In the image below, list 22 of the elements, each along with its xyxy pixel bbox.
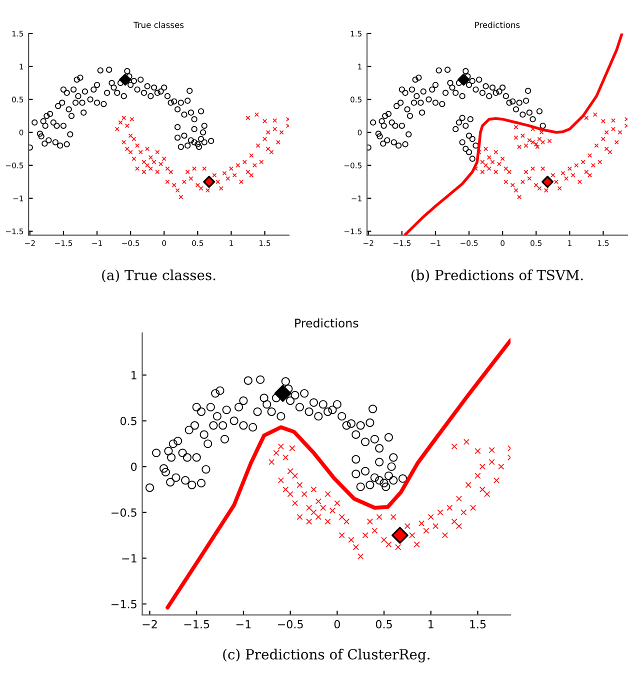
- chart-title: Predictions: [475, 22, 520, 28]
- y-tick-label: −1: [122, 554, 136, 562]
- y-tick-label: −1.5: [112, 600, 136, 608]
- line-series: [404, 34, 624, 236]
- x-tick-label: −0.5: [278, 620, 303, 628]
- x-tick-label: −1.5: [184, 620, 210, 628]
- line-series: [166, 338, 511, 610]
- text: (c) Predictions of ClusterReg.: [223, 648, 430, 662]
- x-tick-label: −1: [236, 620, 251, 628]
- x-tick-label: 1: [428, 620, 434, 628]
- x-tick-label: 0.5: [376, 620, 392, 628]
- x-tick-label: 0: [334, 620, 340, 628]
- text: (a) True classes.: [102, 270, 216, 282]
- x-tick-label: 1.5: [470, 620, 486, 628]
- y-tick-label: 0.5: [120, 416, 136, 426]
- text: (b) Predictions of TSVM.: [411, 270, 583, 282]
- y-tick-label: −0.5: [112, 508, 136, 517]
- chart-title: True classes: [133, 22, 184, 28]
- y-tick-label: 0: [131, 462, 137, 471]
- chart-title: Predictions: [295, 318, 358, 328]
- y-tick-label: 1: [132, 371, 136, 380]
- x-tick-label: −2: [142, 620, 157, 628]
